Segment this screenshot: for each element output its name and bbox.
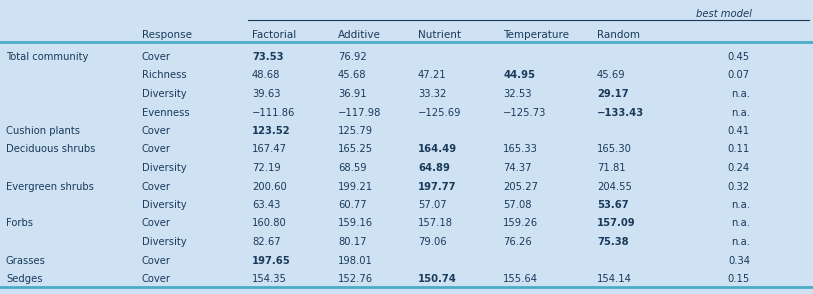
Text: 123.52: 123.52 [252, 126, 290, 136]
Text: 197.65: 197.65 [252, 255, 291, 265]
Text: 0.32: 0.32 [728, 181, 750, 191]
Text: 63.43: 63.43 [252, 200, 280, 210]
Text: Nutrient: Nutrient [418, 30, 461, 40]
Text: 39.63: 39.63 [252, 89, 280, 99]
Text: 157.18: 157.18 [418, 218, 453, 228]
Text: 165.33: 165.33 [503, 144, 538, 155]
Text: Evenness: Evenness [142, 108, 189, 118]
Text: 0.45: 0.45 [728, 52, 750, 62]
Text: Cover: Cover [142, 52, 171, 62]
Text: Richness: Richness [142, 71, 187, 81]
Text: 36.91: 36.91 [338, 89, 367, 99]
Text: 44.95: 44.95 [503, 71, 535, 81]
Text: 125.79: 125.79 [338, 126, 373, 136]
Text: Temperature: Temperature [503, 30, 569, 40]
Text: 53.67: 53.67 [597, 200, 628, 210]
Text: Additive: Additive [338, 30, 380, 40]
Text: Forbs: Forbs [6, 218, 33, 228]
Text: 198.01: 198.01 [338, 255, 373, 265]
Text: Cover: Cover [142, 255, 171, 265]
Text: 0.24: 0.24 [728, 163, 750, 173]
Text: −125.73: −125.73 [503, 108, 546, 118]
Text: 164.49: 164.49 [418, 144, 457, 155]
Text: 82.67: 82.67 [252, 237, 280, 247]
Text: 71.81: 71.81 [597, 163, 626, 173]
Text: 0.11: 0.11 [728, 144, 750, 155]
Text: 200.60: 200.60 [252, 181, 287, 191]
Text: 75.38: 75.38 [597, 237, 628, 247]
Text: −133.43: −133.43 [597, 108, 644, 118]
Text: 74.37: 74.37 [503, 163, 532, 173]
Text: Deciduous shrubs: Deciduous shrubs [6, 144, 95, 155]
Text: Response: Response [142, 30, 192, 40]
Text: Total community: Total community [6, 52, 89, 62]
Text: Diversity: Diversity [142, 163, 187, 173]
Text: Cover: Cover [142, 274, 171, 284]
Text: Evergreen shrubs: Evergreen shrubs [6, 181, 93, 191]
Text: 154.14: 154.14 [597, 274, 632, 284]
Text: 159.16: 159.16 [338, 218, 373, 228]
Text: Diversity: Diversity [142, 237, 187, 247]
Text: 33.32: 33.32 [418, 89, 446, 99]
Text: 159.26: 159.26 [503, 218, 538, 228]
Text: 155.64: 155.64 [503, 274, 538, 284]
Text: 154.35: 154.35 [252, 274, 287, 284]
Text: 197.77: 197.77 [418, 181, 457, 191]
Text: 160.80: 160.80 [252, 218, 287, 228]
Text: 73.53: 73.53 [252, 52, 284, 62]
Text: Cushion plants: Cushion plants [6, 126, 80, 136]
Text: 150.74: 150.74 [418, 274, 457, 284]
Text: 157.09: 157.09 [597, 218, 636, 228]
Text: 0.34: 0.34 [728, 255, 750, 265]
Text: 152.76: 152.76 [338, 274, 373, 284]
Text: 45.69: 45.69 [597, 71, 626, 81]
Text: −125.69: −125.69 [418, 108, 462, 118]
Text: 64.89: 64.89 [418, 163, 450, 173]
Text: Cover: Cover [142, 218, 171, 228]
Text: Cover: Cover [142, 181, 171, 191]
Text: 80.17: 80.17 [338, 237, 367, 247]
Text: 76.92: 76.92 [338, 52, 367, 62]
Text: Cover: Cover [142, 126, 171, 136]
Text: −111.86: −111.86 [252, 108, 295, 118]
Text: n.a.: n.a. [731, 200, 750, 210]
Text: 167.47: 167.47 [252, 144, 287, 155]
Text: 57.07: 57.07 [418, 200, 446, 210]
Text: 0.15: 0.15 [728, 274, 750, 284]
Text: 76.26: 76.26 [503, 237, 532, 247]
Text: 165.30: 165.30 [597, 144, 632, 155]
Text: 29.17: 29.17 [597, 89, 628, 99]
Text: 48.68: 48.68 [252, 71, 280, 81]
Text: 72.19: 72.19 [252, 163, 280, 173]
Text: 199.21: 199.21 [338, 181, 373, 191]
Text: Grasses: Grasses [6, 255, 46, 265]
Text: n.a.: n.a. [731, 218, 750, 228]
Text: n.a.: n.a. [731, 237, 750, 247]
Text: 0.41: 0.41 [728, 126, 750, 136]
Text: Random: Random [597, 30, 640, 40]
Text: Sedges: Sedges [6, 274, 42, 284]
Text: 79.06: 79.06 [418, 237, 446, 247]
Text: Factorial: Factorial [252, 30, 296, 40]
Text: 204.55: 204.55 [597, 181, 632, 191]
Text: 60.77: 60.77 [338, 200, 367, 210]
Text: best model: best model [696, 9, 752, 19]
Text: 47.21: 47.21 [418, 71, 446, 81]
Text: −117.98: −117.98 [338, 108, 381, 118]
Text: Diversity: Diversity [142, 89, 187, 99]
Text: 0.07: 0.07 [728, 71, 750, 81]
Text: Cover: Cover [142, 144, 171, 155]
Text: 165.25: 165.25 [338, 144, 373, 155]
Text: 32.53: 32.53 [503, 89, 532, 99]
Text: Diversity: Diversity [142, 200, 187, 210]
Text: 45.68: 45.68 [338, 71, 367, 81]
Text: n.a.: n.a. [731, 108, 750, 118]
Text: 68.59: 68.59 [338, 163, 367, 173]
Text: 57.08: 57.08 [503, 200, 532, 210]
Text: n.a.: n.a. [731, 89, 750, 99]
Text: 205.27: 205.27 [503, 181, 538, 191]
